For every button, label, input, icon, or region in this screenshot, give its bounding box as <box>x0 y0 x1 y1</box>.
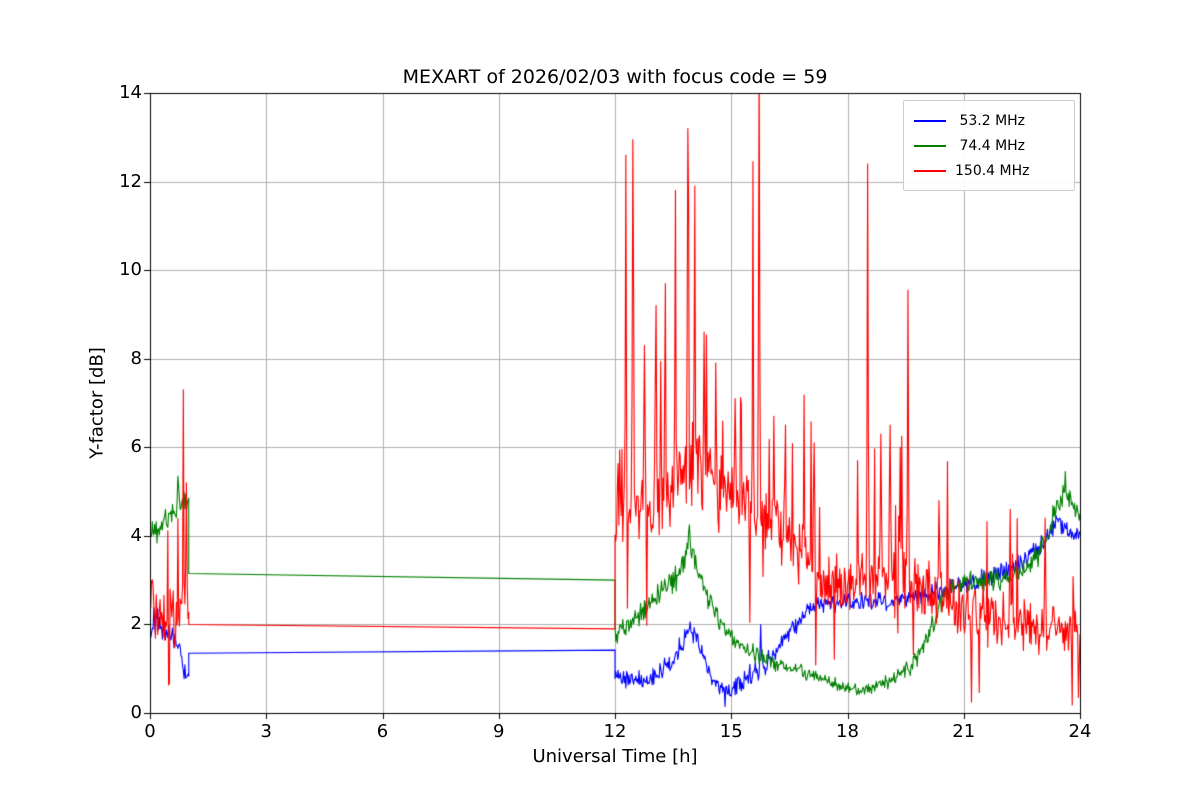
x-tick-label: 21 <box>952 721 976 742</box>
legend-line-swatch <box>914 144 946 147</box>
legend-item: 53.2 MHz <box>914 108 1064 133</box>
x-tick-label: 0 <box>144 721 156 742</box>
y-tick-label: 8 <box>130 347 142 369</box>
legend-label: 53.2 MHz <box>955 112 1026 129</box>
y-tick-label: 14 <box>119 82 142 103</box>
x-tick-label: 24 <box>1068 721 1092 742</box>
legend-item: 150.4 MHz <box>914 158 1064 183</box>
legend: 53.2 MHz 74.4 MHz 150.4 MHz <box>903 100 1075 191</box>
x-tick-label: 18 <box>836 721 859 742</box>
legend-label: 150.4 MHz <box>955 162 1030 179</box>
y-tick-label: 6 <box>130 436 142 458</box>
legend-line-swatch <box>914 119 946 122</box>
x-tick-label: 12 <box>603 721 627 742</box>
y-tick-label: 0 <box>130 702 142 723</box>
y-tick-label: 10 <box>119 259 142 281</box>
legend-line-swatch <box>914 169 946 172</box>
x-tick-label: 9 <box>493 721 505 742</box>
y-tick-label: 4 <box>130 524 142 546</box>
chart-title: MEXART of 2026/02/03 with focus code = 5… <box>402 66 828 88</box>
x-tick-label: 6 <box>376 721 389 742</box>
y-tick-label: 12 <box>119 170 142 192</box>
y-tick-label: 2 <box>130 613 142 635</box>
x-tick-label: 3 <box>260 721 272 742</box>
x-tick-label: 15 <box>719 721 743 742</box>
x-axis-label: Universal Time [h] <box>532 746 698 767</box>
legend-label: 74.4 MHz <box>955 137 1026 154</box>
legend-item: 74.4 MHz <box>914 133 1064 158</box>
